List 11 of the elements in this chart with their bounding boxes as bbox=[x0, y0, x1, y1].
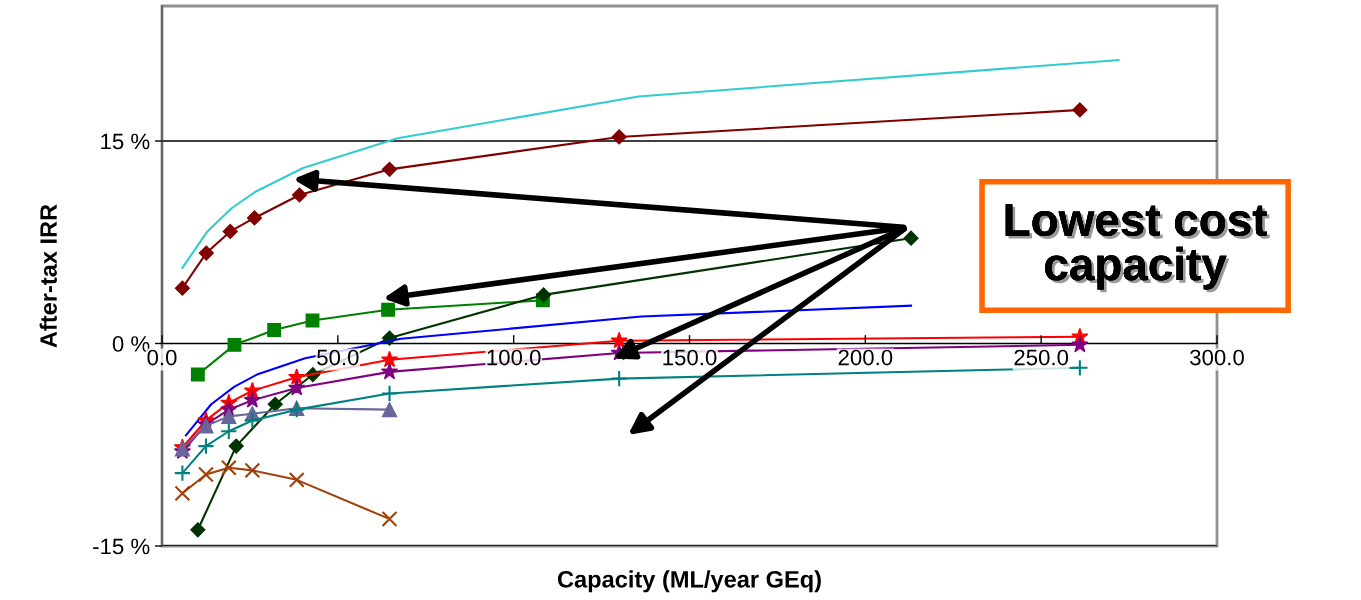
x-tick-label: 100.0 bbox=[487, 349, 541, 366]
x-tick-label: 150.0 bbox=[663, 349, 717, 366]
x-axis-title: Capacity (ML/year GEq) bbox=[557, 570, 821, 593]
x-tick-label: 50.0 bbox=[317, 349, 359, 366]
y-tick-label: -15 % bbox=[93, 538, 150, 555]
annotation: Lowest cost capacity bbox=[1005, 204, 1270, 293]
x-tick-label: 300.0 bbox=[1190, 349, 1244, 366]
x-tick-label: 200.0 bbox=[838, 349, 893, 366]
x-tick-label: 250.0 bbox=[1014, 349, 1069, 366]
y-axis-title: After-tax IRR bbox=[39, 204, 57, 348]
y-tick-label: 15 % bbox=[101, 133, 150, 150]
